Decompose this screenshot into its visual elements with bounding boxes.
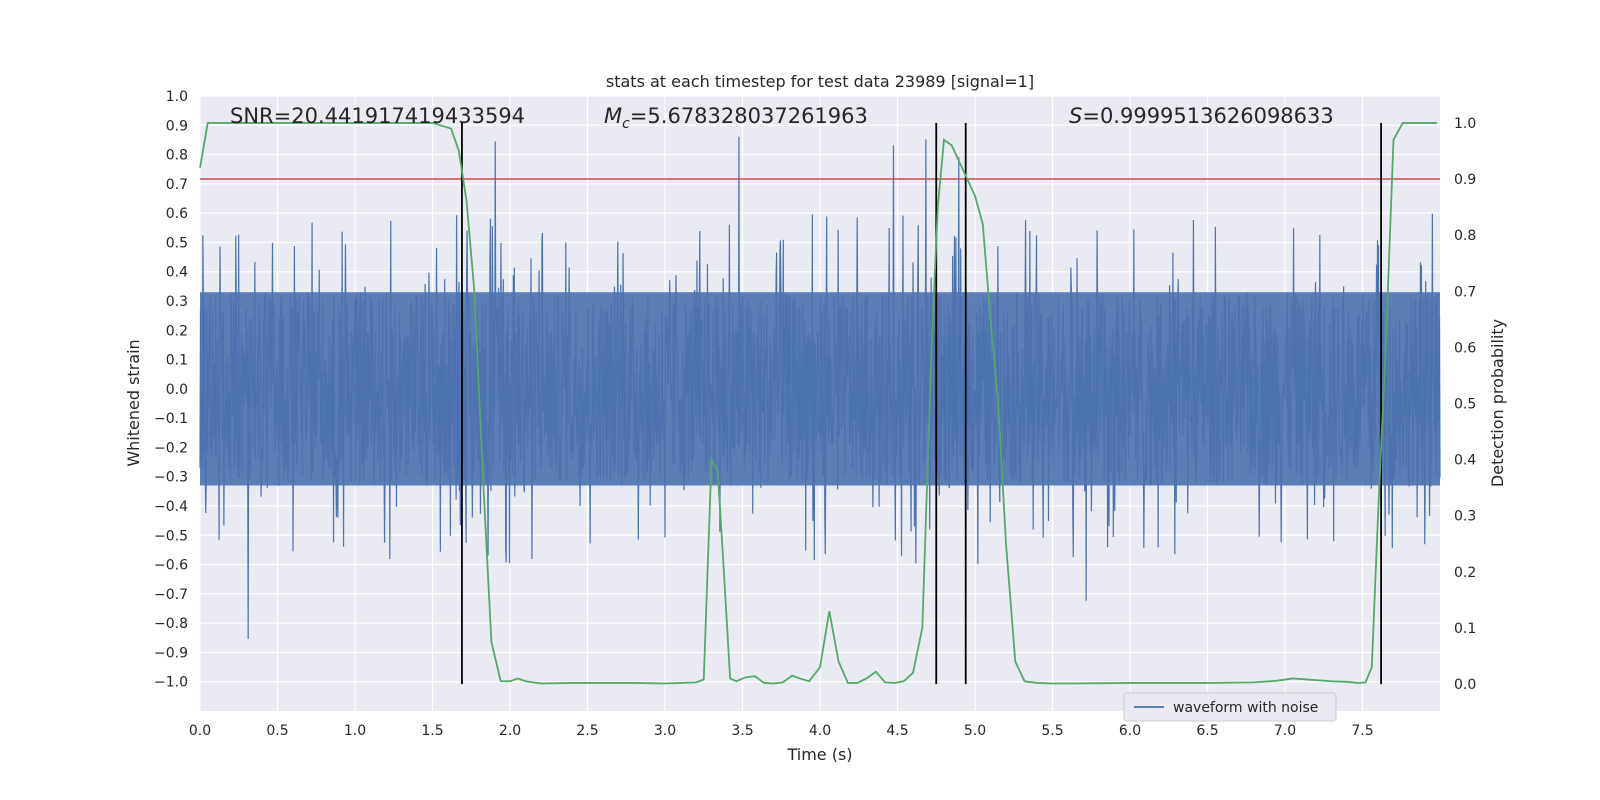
- y2-tick-label: 0.6: [1454, 340, 1476, 356]
- score-symbol: S: [1069, 104, 1082, 128]
- x-tick-label: 3.5: [731, 723, 753, 739]
- waveform-dense-band: [200, 292, 1440, 486]
- x-tick-label: 6.0: [1119, 723, 1141, 739]
- x-axis-ticks: 0.0 0.5 1.0 1.5 2.0 2.5 3.0 3.5 4.0 4.5 5.0 5.5 6.0 6…: [189, 723, 1374, 739]
- x-tick-label: 2.5: [576, 723, 598, 739]
- x-tick-label: 1.5: [421, 723, 443, 739]
- y-tick-label: −0.8: [154, 616, 188, 632]
- y-tick-label: −0.6: [154, 558, 188, 574]
- x-tick-label: 0.0: [189, 723, 211, 739]
- x-tick-label: 3.0: [654, 723, 676, 739]
- x-tick-label: 5.0: [964, 723, 986, 739]
- x-tick-label: 5.5: [1041, 723, 1063, 739]
- plot-area: [199, 122, 1441, 685]
- y-tick-label: 0.3: [166, 294, 188, 310]
- y-tick-label: −0.4: [154, 499, 188, 515]
- x-axis-label: Time (s): [786, 745, 852, 764]
- y-tick-label: −0.9: [154, 645, 188, 661]
- x-tick-label: 6.5: [1196, 723, 1218, 739]
- y-tick-label: 1.0: [166, 89, 188, 105]
- y2-tick-label: 0.2: [1454, 565, 1476, 581]
- y2-axis-label: Detection probability: [1488, 319, 1507, 487]
- y2-tick-label: 0.4: [1454, 453, 1476, 469]
- chirp-mass-annotation: Mc=5.678328037261963: [604, 104, 868, 132]
- y2-tick-label: 0.5: [1454, 397, 1476, 413]
- y2-tick-label: 0.0: [1454, 677, 1476, 693]
- y-tick-label: −0.1: [154, 411, 188, 427]
- y-tick-label: 0.7: [166, 177, 188, 193]
- x-tick-label: 1.0: [344, 723, 366, 739]
- x-tick-label: 4.5: [886, 723, 908, 739]
- y-tick-label: 0.5: [166, 235, 188, 251]
- x-tick-label: 2.0: [499, 723, 521, 739]
- snr-annotation: SNR=20.441917419433594: [230, 104, 525, 128]
- x-tick-label: 7.0: [1274, 723, 1296, 739]
- chirp-mass-symbol: M: [604, 104, 622, 128]
- y-tick-label: −0.5: [154, 528, 188, 544]
- y2-tick-label: 1.0: [1454, 116, 1476, 132]
- x-tick-label: 7.5: [1351, 723, 1373, 739]
- score-annotation: S=0.9999513626098633: [1069, 104, 1334, 128]
- x-tick-label: 0.5: [266, 723, 288, 739]
- y-tick-label: 0.2: [166, 323, 188, 339]
- y-tick-label: −0.7: [154, 587, 188, 603]
- y-tick-label: −1.0: [154, 675, 188, 691]
- x-tick-label: 4.0: [809, 723, 831, 739]
- y-tick-label: 0.9: [166, 118, 188, 134]
- chirp-mass-value: =5.678328037261963: [630, 104, 868, 128]
- legend: waveform with noise: [1123, 692, 1337, 722]
- y2-tick-label: 0.7: [1454, 284, 1476, 300]
- y-tick-label: −0.2: [154, 440, 188, 456]
- y2-axis-ticks: 1.0 0.9 0.8 0.7 0.6 0.5 0.4 0.3 0.2 0.1 0.0: [1454, 116, 1476, 693]
- y2-tick-label: 0.1: [1454, 621, 1476, 637]
- legend-label: waveform with noise: [1173, 700, 1318, 716]
- y-axis-label: Whitened strain: [124, 339, 143, 466]
- y-tick-label: 0.1: [166, 353, 188, 369]
- y-tick-label: 0.0: [166, 382, 188, 398]
- y2-tick-label: 0.9: [1454, 172, 1476, 188]
- y-axis-ticks: 1.0 0.9 0.8 0.7 0.6 0.5 0.4 0.3 0.2 0.1 0.0 −0.1 −0.…: [154, 89, 188, 691]
- score-value: =0.9999513626098633: [1082, 104, 1333, 128]
- chirp-mass-subscript: c: [622, 116, 630, 132]
- y2-tick-label: 0.8: [1454, 228, 1476, 244]
- y-tick-label: −0.3: [154, 470, 188, 486]
- y-tick-label: 0.4: [166, 265, 188, 281]
- y-tick-label: 0.8: [166, 148, 188, 164]
- detection-probability-line: [199, 122, 1437, 685]
- legend-box: [1123, 692, 1337, 722]
- y2-tick-label: 0.3: [1454, 509, 1476, 525]
- y-tick-label: 0.6: [166, 206, 188, 222]
- chart-title: stats at each timestep for test data 239…: [606, 72, 1034, 91]
